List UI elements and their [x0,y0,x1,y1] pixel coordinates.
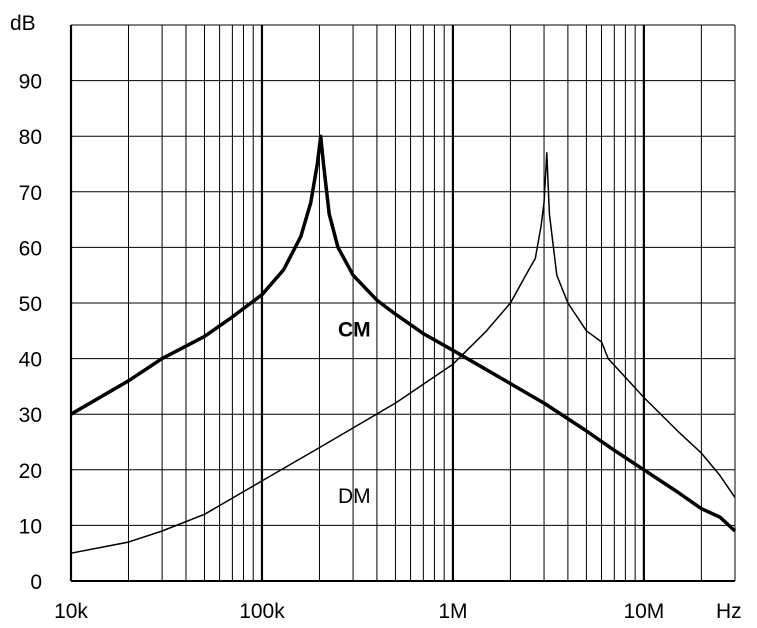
series-line-dm [70,152,736,554]
series-layer [70,134,737,554]
x-tick-label: 100k [239,600,285,623]
x-tick-label: 10k [54,600,88,623]
grid-major [69,25,735,582]
y-tick-label: 80 [19,126,42,149]
y-axis-ticks: 0 10 20 30 40 50 60 70 80 90 [19,71,42,594]
y-tick-label: 70 [19,182,42,205]
x-tick-label: 1M [438,600,467,623]
y-tick-label: 40 [19,349,42,372]
y-tick-label: 90 [19,71,42,94]
y-tick-label: 50 [19,293,42,316]
x-tick-label: 10M [623,600,664,623]
y-tick-label: 30 [19,404,42,427]
y-tick-label: 0 [30,571,42,594]
y-tick-label: 60 [19,237,42,260]
y-unit-label: dB [10,12,36,35]
series-labels: CM DM [338,318,371,508]
x-axis-ticks: 10k 100k 1M 10M [54,600,664,623]
series-label-cm: CM [338,318,371,341]
series-line-cm [70,134,737,533]
y-tick-label: 20 [19,460,42,483]
y-tick-label: 10 [19,515,42,538]
x-unit-label: Hz [716,600,742,623]
series-label-dm: DM [338,485,371,508]
grid-minor [71,24,736,582]
